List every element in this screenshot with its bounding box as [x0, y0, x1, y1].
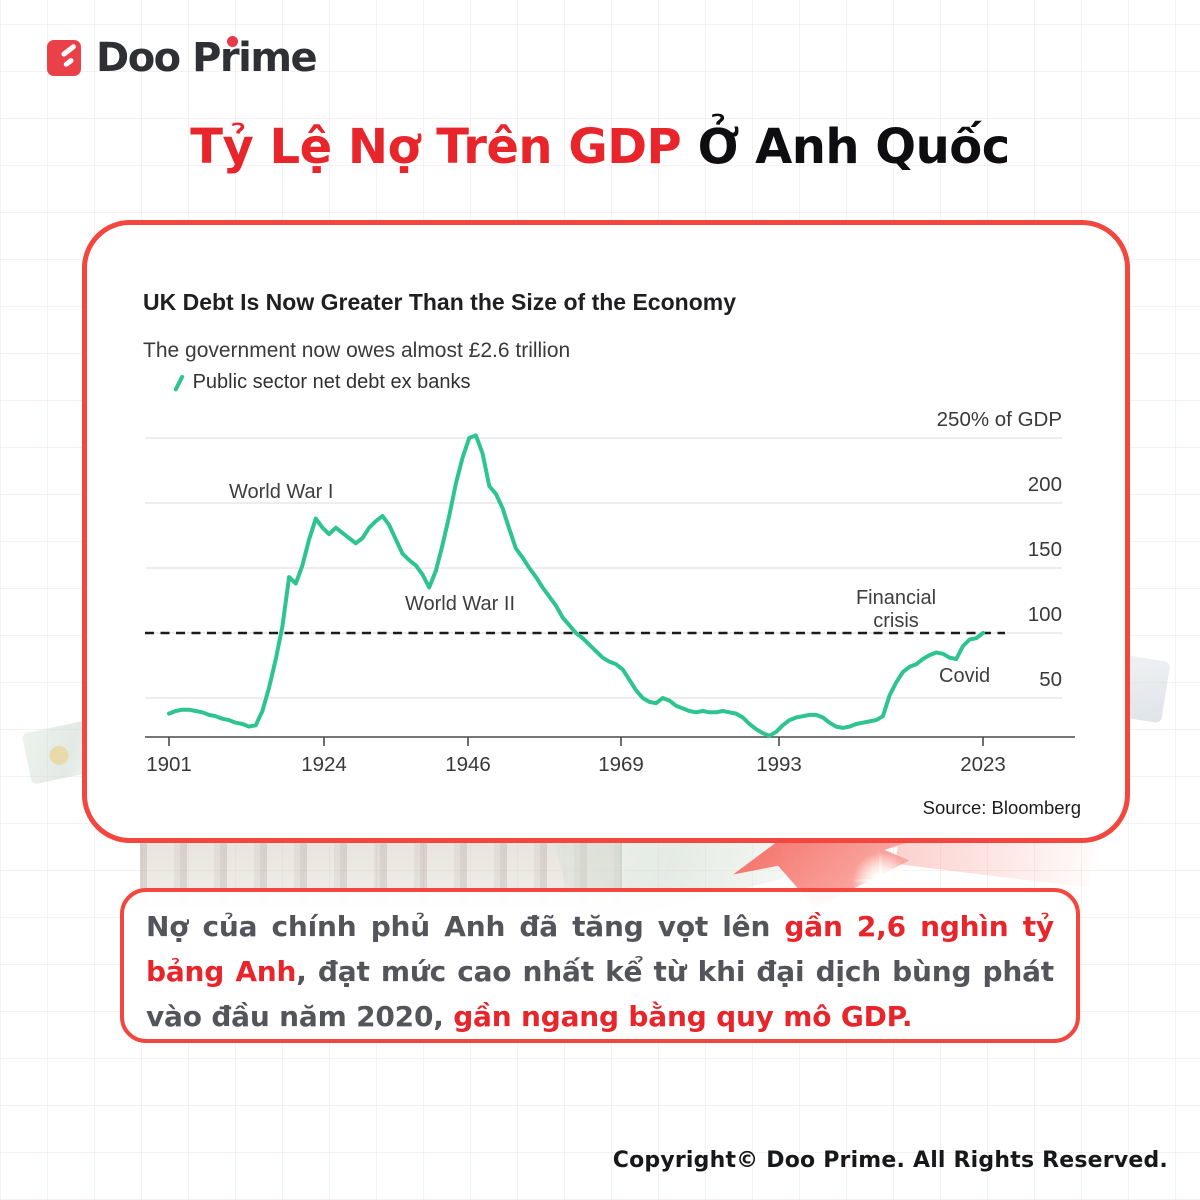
chart-card: UK Debt Is Now Greater Than the Size of … — [82, 220, 1130, 843]
doo-prime-logo: Doo Prime — [47, 35, 318, 81]
debt-line-chart — [145, 433, 1075, 746]
x-axis-label-1993: 1993 — [756, 753, 802, 776]
logo-slash-icon — [62, 57, 75, 68]
logo-slash-icon — [60, 43, 77, 58]
annotation-financial: Financial — [855, 587, 937, 609]
summary-seg-4-highlight: gần ngang bằng quy mô GDP. — [453, 1000, 913, 1033]
page-title-red: Tỷ Lệ Nợ Trên GDP — [190, 119, 682, 175]
doo-prime-logo-icon — [47, 40, 81, 76]
chart-source: Source: Bloomberg — [922, 797, 1081, 818]
logo-brand-label: Doo Prime — [96, 35, 318, 81]
x-axis-label-1901: 1901 — [146, 753, 192, 776]
copyright-text: Copyright© Doo Prime. All Rights Reserve… — [612, 1148, 1168, 1173]
summary-seg-1: Nợ của chính phủ Anh đã tăng vọt lên — [146, 910, 785, 943]
y-axis-label-50: 50 — [1039, 668, 1062, 691]
annotation-crisis: crisis — [873, 610, 919, 632]
summary-box: Nợ của chính phủ Anh đã tăng vọt lên gần… — [120, 888, 1080, 1043]
legend-label: Public sector net debt ex banks — [192, 371, 471, 393]
chart-title: UK Debt Is Now Greater Than the Size of … — [143, 289, 736, 315]
debt-series-line — [167, 433, 985, 738]
x-axis-label-1969: 1969 — [598, 753, 644, 776]
x-axis-label-1946: 1946 — [445, 753, 491, 776]
y-axis-label-150: 150 — [1027, 538, 1062, 561]
logo-i-dot — [227, 36, 238, 47]
summary-seg-3: , đạt mức cao nhất kể từ khi đại dịch bù… — [146, 955, 1054, 1033]
summary-seg-2-highlight: gần 2,6 nghìn tỷ bảng Anh — [146, 910, 1054, 988]
x-axis — [145, 736, 1075, 746]
annotation-financial-crisis: Financial crisis — [831, 587, 961, 633]
logo-brand-text: Doo Prime — [96, 35, 318, 81]
summary-text: Nợ của chính phủ Anh đã tăng vọt lên gần… — [146, 904, 1054, 1039]
y-axis-label-250: 250% of GDP — [936, 408, 1062, 431]
annotation-world-war-1: World War I — [229, 481, 334, 503]
annotation-covid: Covid — [939, 665, 991, 687]
y-axis-label-200: 200 — [1027, 473, 1062, 496]
annotation-world-war-2: World War II — [405, 593, 516, 615]
x-axis-label-2023: 2023 — [960, 753, 1006, 776]
y-axis-label-100: 100 — [1027, 603, 1062, 626]
chart-subtitle: The government now owes almost £2.6 tril… — [143, 339, 571, 362]
chart-legend: Public sector net debt ex banks — [173, 371, 471, 394]
page-title: Tỷ Lệ Nợ Trên GDP Ở Anh Quốc — [0, 116, 1200, 178]
page-title-black: Ở Anh Quốc — [681, 119, 1010, 175]
x-axis-label-1924: 1924 — [301, 753, 347, 776]
